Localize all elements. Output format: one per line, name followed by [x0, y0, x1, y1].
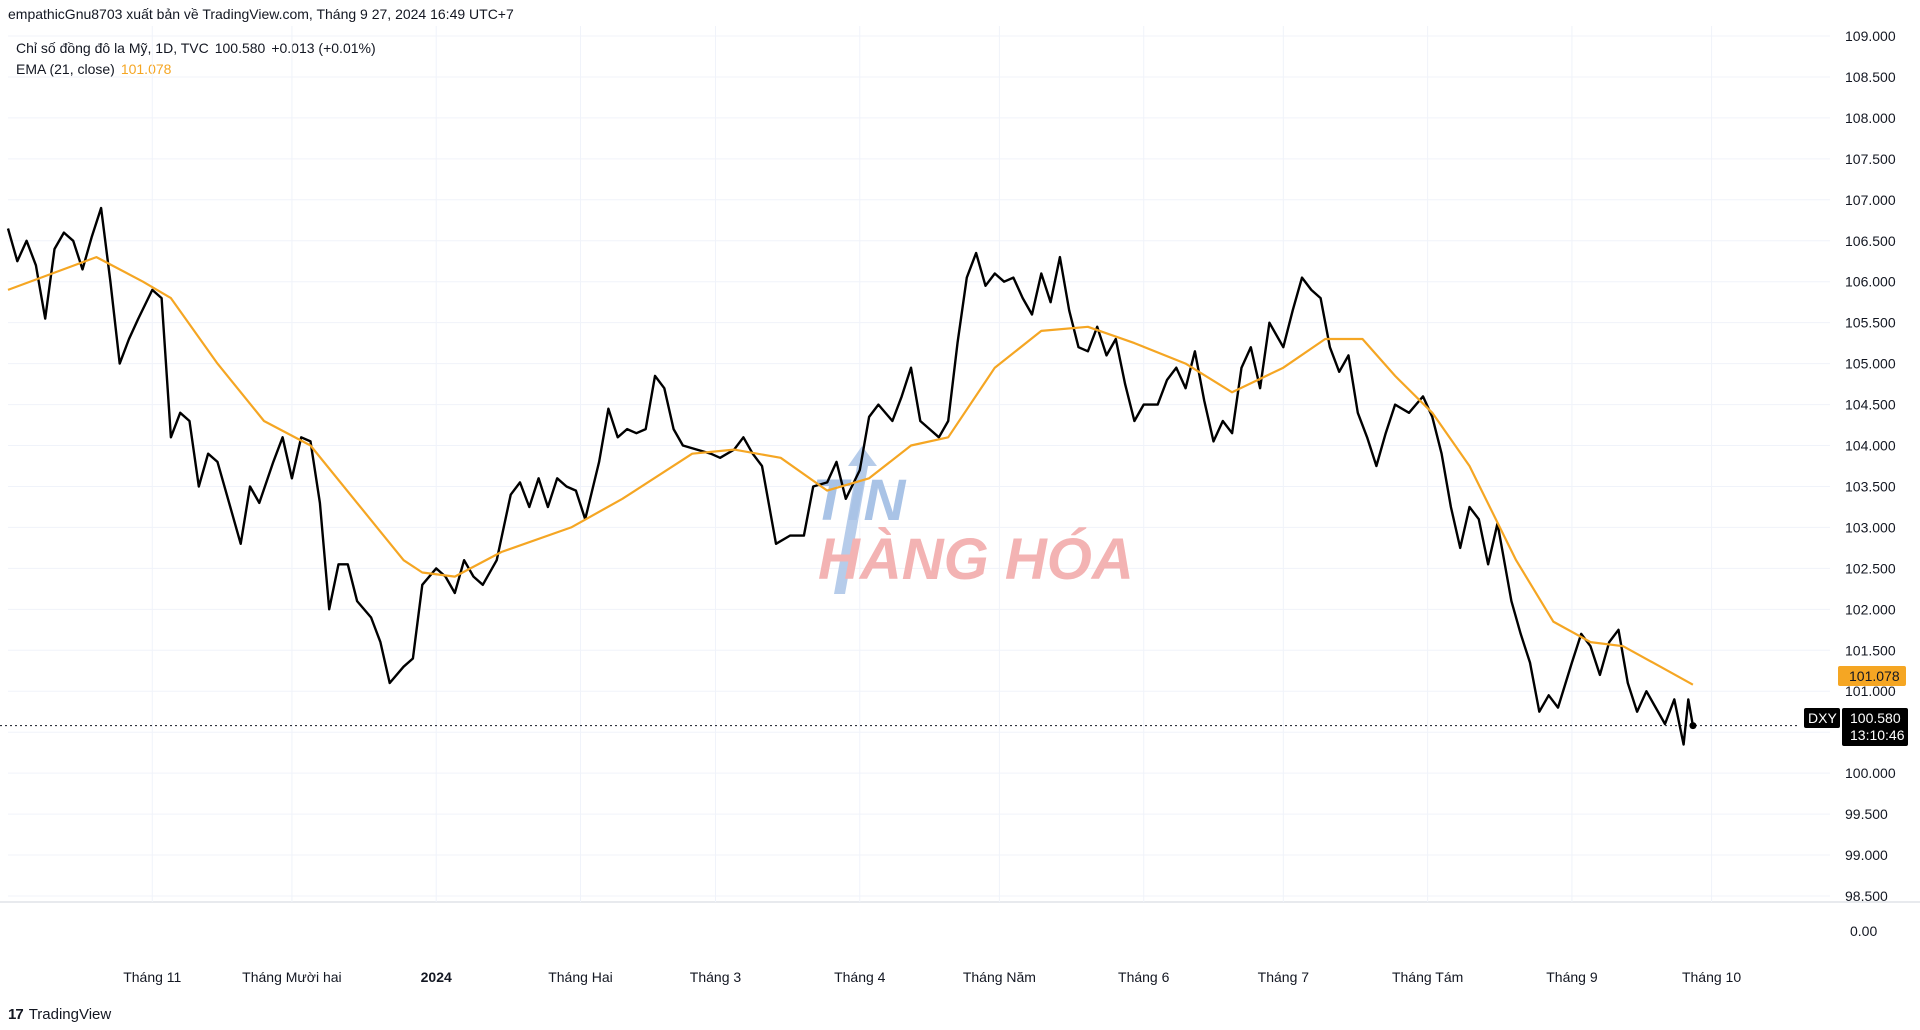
watermark-arrow-icon [834, 446, 877, 594]
y-tick-label: 101.000 [1845, 683, 1896, 699]
y-tick-label: 100.000 [1845, 765, 1896, 781]
y-tick-label: 106.000 [1845, 274, 1896, 290]
ema-price-badge-text: 101.078 [1849, 668, 1900, 684]
x-tick-label: Tháng 10 [1682, 969, 1741, 985]
last-price-dot [1689, 722, 1697, 730]
time-axis[interactable]: Tháng 11 Tháng Mười hai 2024 Tháng Hai Tháng… [123, 969, 1741, 985]
y-tick-label: 102.000 [1845, 601, 1896, 617]
y-tick-label: 103.500 [1845, 478, 1896, 494]
x-tick-label: Tháng 9 [1546, 969, 1598, 985]
price-badges: 101.078 DXY 100.580 13:10:46 [1804, 666, 1908, 746]
x-tick-label: Tháng 11 [123, 969, 181, 985]
ema-legend-value: 101.078 [120, 61, 172, 77]
price-axis[interactable]: 109.000 108.500 108.000 107.500 107.000 106.5… [1845, 28, 1896, 939]
x-tick-label: Tháng 7 [1258, 969, 1310, 985]
chart-grid [0, 26, 1920, 903]
legend-change: +0.013 (+0.01%) [271, 40, 376, 56]
y-tick-label: 104.000 [1845, 438, 1896, 454]
ticker-badge [1804, 708, 1840, 728]
last-price-badge [1842, 708, 1908, 746]
y-tick-label: 99.000 [1845, 847, 1888, 863]
y-tick-label: 104.500 [1845, 397, 1896, 413]
y-tick-label: 108.000 [1845, 110, 1896, 126]
sub-pane-label: 0.00 [1850, 923, 1877, 939]
tradingview-logo-text: TradingView [28, 1006, 112, 1023]
x-tick-label: Tháng 3 [690, 969, 742, 985]
y-tick-label: 103.000 [1845, 519, 1896, 535]
symbol-legend-row[interactable]: Chỉ số đồng đô la Mỹ, 1D, TVC 100.580 +0… [16, 38, 376, 59]
x-tick-label: Tháng Hai [548, 969, 613, 985]
x-tick-label: Tháng Tám [1392, 969, 1463, 985]
ema-indicator-label: EMA (21, close) [16, 61, 115, 77]
y-tick-label: 108.500 [1845, 69, 1896, 85]
legend-price: 100.580 [214, 40, 266, 56]
ema-price-badge [1838, 666, 1906, 686]
y-tick-label: 109.000 [1845, 28, 1896, 44]
watermark: TIN HÀNG HÓA [812, 446, 1134, 594]
x-tick-label: Tháng Năm [963, 969, 1036, 985]
publish-attribution: empathicGnu8703 xuất bản về TradingView.… [8, 6, 514, 22]
y-tick-label: 105.000 [1845, 356, 1896, 372]
ema-legend-row[interactable]: EMA (21, close) 101.078 [16, 59, 376, 80]
countdown-text: 13:10:46 [1850, 727, 1905, 743]
y-tick-label: 106.500 [1845, 233, 1896, 249]
price-chart[interactable]: TIN HÀNG HÓA 109.000 108.500 108.000 107.50… [0, 26, 1920, 996]
tradingview-footer[interactable]: 17 TradingView [8, 1006, 111, 1023]
x-tick-label: Tháng 6 [1118, 969, 1170, 985]
chart-legend: Chỉ số đồng đô la Mỹ, 1D, TVC 100.580 +0… [16, 38, 376, 80]
ema-series-line [7, 256, 1694, 686]
symbol-description: Chỉ số đồng đô la Mỹ, 1D, TVC [16, 40, 209, 56]
x-tick-label: Tháng Mười hai [242, 969, 341, 985]
y-tick-label: 99.500 [1845, 806, 1888, 822]
y-tick-label: 101.500 [1845, 642, 1896, 658]
y-tick-label: 107.500 [1845, 151, 1896, 167]
tradingview-logo-icon: 17 [8, 1006, 24, 1023]
watermark-line2: HÀNG HÓA [818, 527, 1134, 592]
last-price-badge-text: 100.580 [1850, 710, 1901, 726]
y-tick-label: 105.500 [1845, 315, 1896, 331]
y-tick-label: 102.500 [1845, 560, 1896, 576]
watermark-line1: TIN [812, 468, 907, 533]
y-tick-label: 98.500 [1845, 888, 1888, 904]
series-layer [0, 206, 1800, 746]
y-tick-label: 107.000 [1845, 192, 1896, 208]
x-tick-label: 2024 [421, 969, 452, 985]
x-tick-label: Tháng 4 [834, 969, 886, 985]
ticker-badge-text: DXY [1808, 710, 1837, 726]
